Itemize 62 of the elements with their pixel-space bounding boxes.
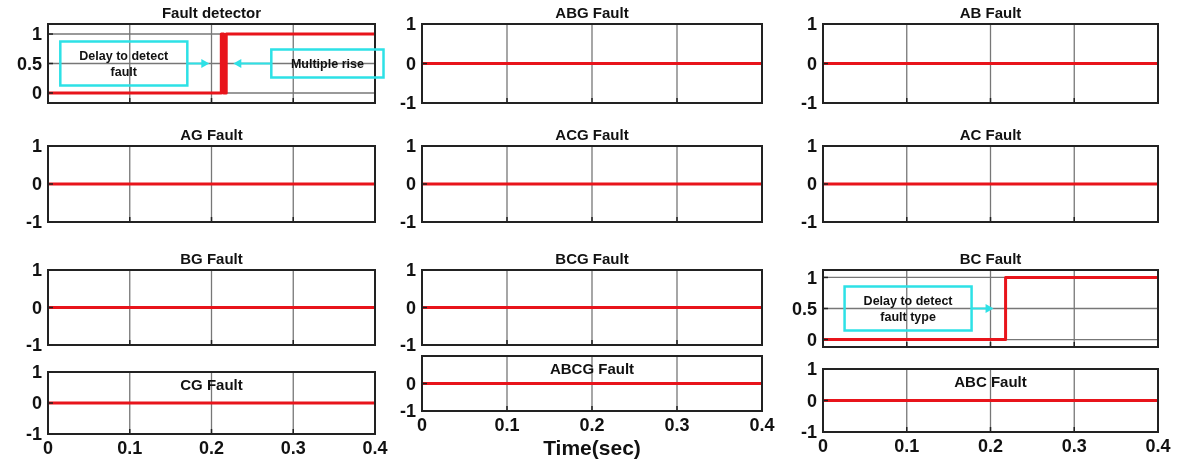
y-tick-label: 1 [405,14,416,35]
y-tick-label: 1 [405,260,416,281]
x-tick-label: 0.4 [362,438,388,458]
y-tick-label: 1 [405,136,416,157]
chart-title: ABCG Fault [549,360,635,377]
y-tick-label: -1 [25,335,42,356]
y-tick-label: 0 [806,53,817,74]
y-tick-label: -1 [25,424,42,445]
x-tick-label: 0.2 [977,436,1004,456]
chart-title: BC Fault [959,250,1022,267]
y-tick-label: 0 [31,297,42,318]
y-tick-label: 0 [405,174,416,195]
chart-title: Fault detector [161,4,262,21]
annotation: Delay to detect fault [79,48,170,79]
x-tick-label: 0.1 [494,415,520,435]
y-tick-label: -1 [800,422,817,443]
y-tick-label: 1 [806,359,817,380]
x-tick-label: 0.2 [198,438,225,458]
y-tick-label: 0 [806,174,817,195]
y-tick-label: 1 [806,14,817,35]
x-tick-label: 0.4 [749,415,775,435]
x-tick-label: 0.3 [1061,436,1087,456]
chart-title: ACG Fault [555,126,629,143]
y-tick-label: -1 [800,93,817,114]
y-tick-label: 0 [806,390,817,411]
chart-title: AC Fault [959,126,1022,143]
y-tick-label: 0 [405,53,416,74]
annotation: Multiple rise [290,56,364,71]
x-axis-title: Time(sec) [543,436,641,459]
y-tick-label: -1 [25,212,42,233]
x-tick-label: 0.1 [894,436,920,456]
y-tick-label: 1 [31,362,42,383]
y-tick-label: 0 [31,393,42,414]
chart-title: AG Fault [180,126,243,143]
y-tick-label: 0 [405,297,416,318]
y-tick-label: 1 [31,24,42,45]
y-tick-label: 0 [31,174,42,195]
y-tick-label: 0 [405,373,416,394]
y-tick-label: -1 [399,335,416,356]
y-tick-label: 0 [31,83,42,104]
chart-title: BG Fault [180,250,243,267]
y-tick-label: 0.5 [791,298,817,319]
chart-title: AB Fault [959,4,1022,21]
x-tick-label: 0.4 [1145,436,1171,456]
y-tick-label: 1 [31,136,42,157]
annotation: Delay to detect fault type [863,293,954,324]
y-tick-label: 0 [806,329,817,350]
x-tick-label: 0.1 [117,438,143,458]
y-tick-label: 1 [806,136,817,157]
y-tick-label: 1 [806,267,817,288]
x-tick-label: 0.3 [664,415,690,435]
chart-title: BCG Fault [555,250,629,267]
chart-title: ABC Fault [954,373,1027,390]
x-tick-label: 0.3 [280,438,306,458]
y-tick-label: -1 [399,401,416,422]
y-tick-label: -1 [399,212,416,233]
y-tick-label: -1 [800,212,817,233]
x-tick-label: 0.2 [579,415,605,435]
y-tick-label: 1 [31,260,42,281]
y-tick-label: 0.5 [16,53,42,74]
y-tick-label: -1 [399,93,416,114]
chart-title: ABG Fault [555,4,629,21]
